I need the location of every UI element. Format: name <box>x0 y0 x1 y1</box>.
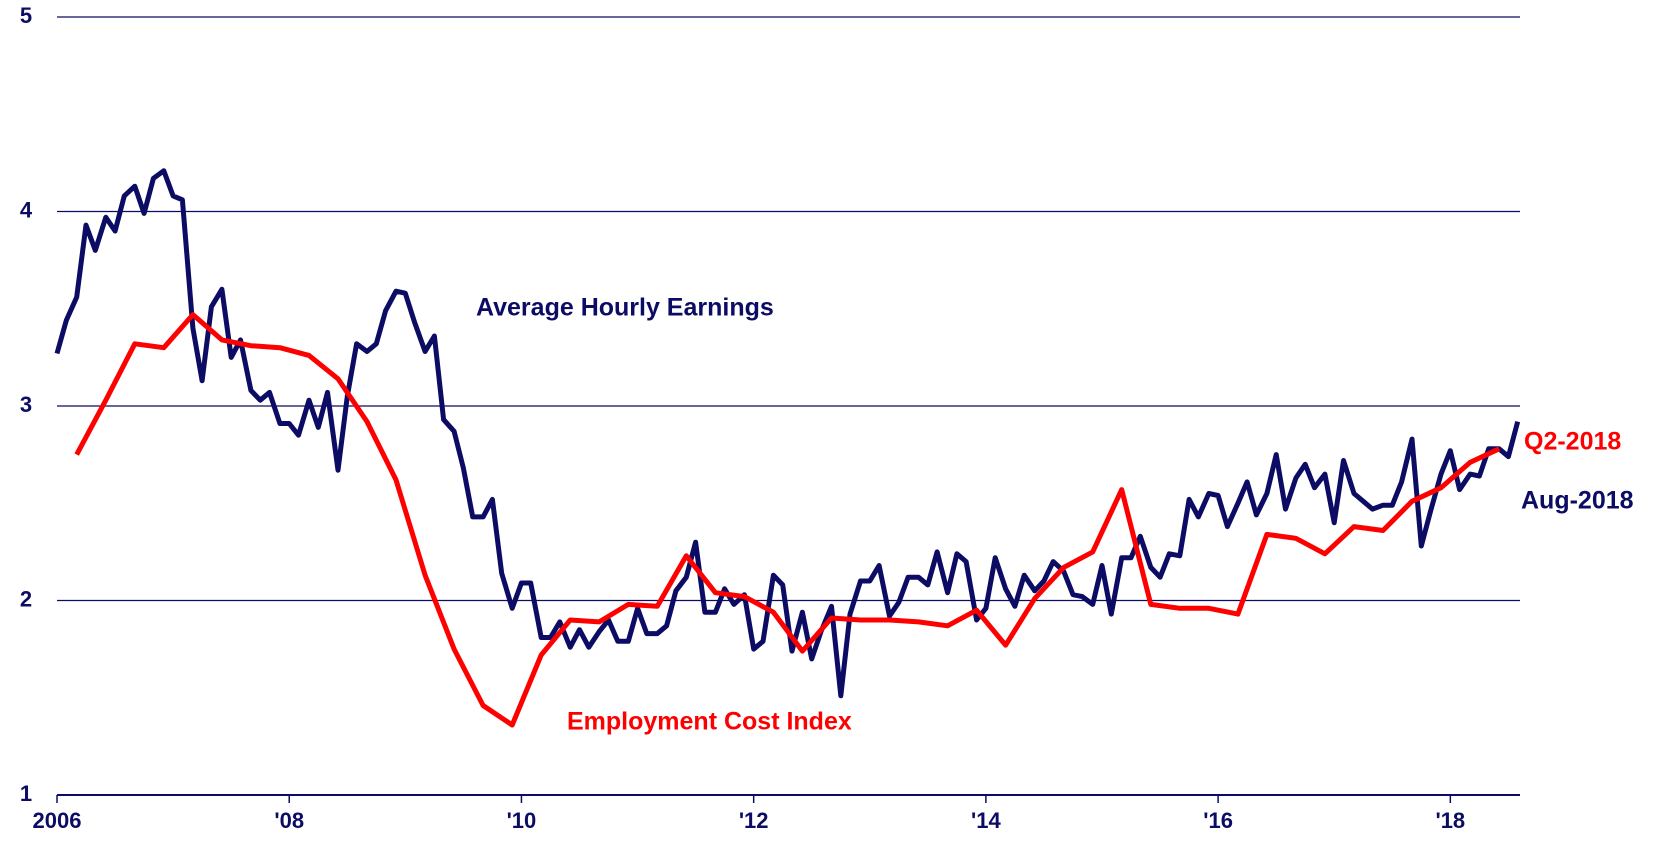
x-tick-label: '14 <box>971 808 1001 833</box>
x-tick-label: '16 <box>1203 808 1233 833</box>
y-tick-label: 1 <box>20 781 32 806</box>
y-tick-label: 5 <box>20 3 32 28</box>
series-label: Employment Cost Index <box>567 708 852 736</box>
series-label: Average Hourly Earnings <box>476 294 774 322</box>
y-tick-label: 4 <box>20 197 33 222</box>
end-label: Q2-2018 <box>1524 428 1621 456</box>
x-tick-label: '10 <box>507 808 537 833</box>
x-tick-label: '08 <box>274 808 304 833</box>
series-line <box>54 168 1521 699</box>
x-tick-label: 2006 <box>33 808 82 833</box>
series-line <box>74 312 1501 728</box>
x-tick-label: '12 <box>739 808 769 833</box>
end-label: Aug-2018 <box>1521 487 1634 515</box>
y-tick-label: 2 <box>20 586 32 611</box>
x-tick-label: '18 <box>1435 808 1465 833</box>
y-tick-label: 3 <box>20 392 32 417</box>
